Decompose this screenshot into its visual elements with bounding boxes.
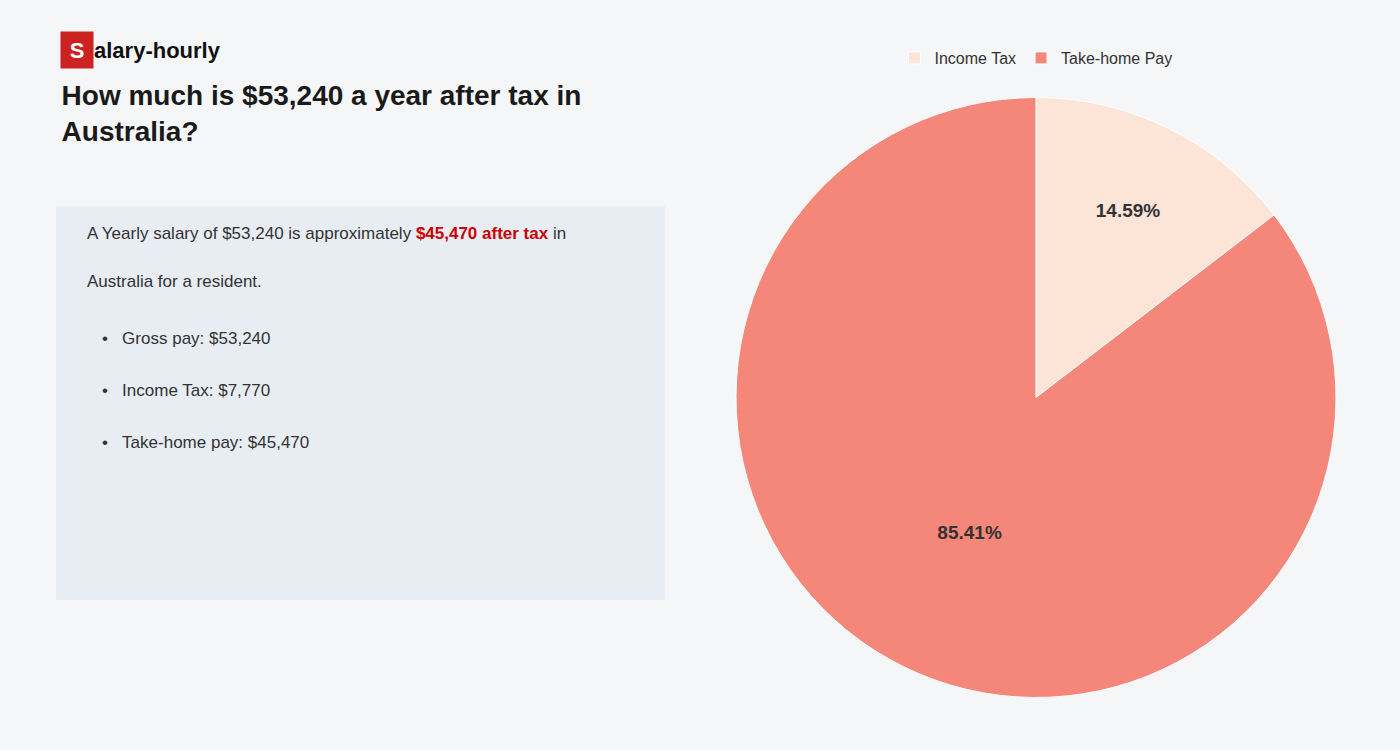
svg-text:How much is $53,240 a year aft: How much is $53,240 a year after tax inA… — [62, 80, 582, 147]
svg-text:Income Tax: Income Tax — [935, 50, 1017, 67]
svg-text:Take-home Pay: Take-home Pay — [1061, 50, 1172, 67]
svg-text:A Yearly salary of $53,240 is: A Yearly salary of $53,240 is approximat… — [87, 224, 566, 243]
svg-text:S: S — [70, 38, 85, 63]
svg-text:• Gross pay: $53,240: • Gross pay: $53,240 — [102, 329, 271, 348]
svg-text:Australia for a resident.: Australia for a resident. — [87, 272, 262, 291]
svg-text:• Take-home pay: $45,470: • Take-home pay: $45,470 — [102, 433, 309, 452]
svg-text:85.41%: 85.41% — [937, 522, 1002, 543]
svg-text:14.59%: 14.59% — [1096, 200, 1161, 221]
svg-text:• Income Tax: $7,770: • Income Tax: $7,770 — [102, 381, 270, 400]
svg-text:alary-hourly: alary-hourly — [94, 38, 221, 63]
